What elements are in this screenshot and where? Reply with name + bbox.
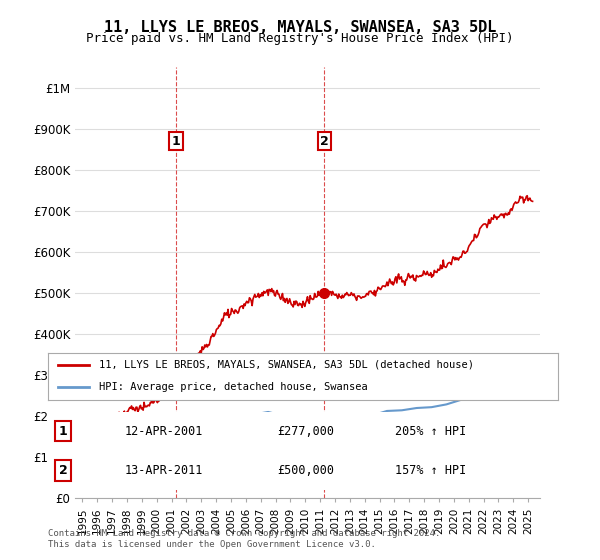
Text: 2: 2 [59, 464, 68, 477]
Text: 13-APR-2011: 13-APR-2011 [125, 464, 203, 477]
Text: 157% ↑ HPI: 157% ↑ HPI [395, 464, 466, 477]
Text: 2: 2 [320, 134, 329, 148]
Text: 12-APR-2001: 12-APR-2001 [125, 424, 203, 438]
Text: 1: 1 [59, 424, 68, 438]
Text: Contains HM Land Registry data © Crown copyright and database right 2024.
This d: Contains HM Land Registry data © Crown c… [48, 529, 440, 549]
Text: Price paid vs. HM Land Registry's House Price Index (HPI): Price paid vs. HM Land Registry's House … [86, 32, 514, 45]
Text: 11, LLYS LE BREOS, MAYALS, SWANSEA, SA3 5DL: 11, LLYS LE BREOS, MAYALS, SWANSEA, SA3 … [104, 20, 496, 35]
Text: £500,000: £500,000 [277, 464, 335, 477]
Text: 1: 1 [172, 134, 180, 148]
Text: HPI: Average price, detached house, Swansea: HPI: Average price, detached house, Swan… [99, 382, 368, 392]
Text: 11, LLYS LE BREOS, MAYALS, SWANSEA, SA3 5DL (detached house): 11, LLYS LE BREOS, MAYALS, SWANSEA, SA3 … [99, 360, 474, 370]
Text: £277,000: £277,000 [277, 424, 335, 438]
Text: 205% ↑ HPI: 205% ↑ HPI [395, 424, 466, 438]
